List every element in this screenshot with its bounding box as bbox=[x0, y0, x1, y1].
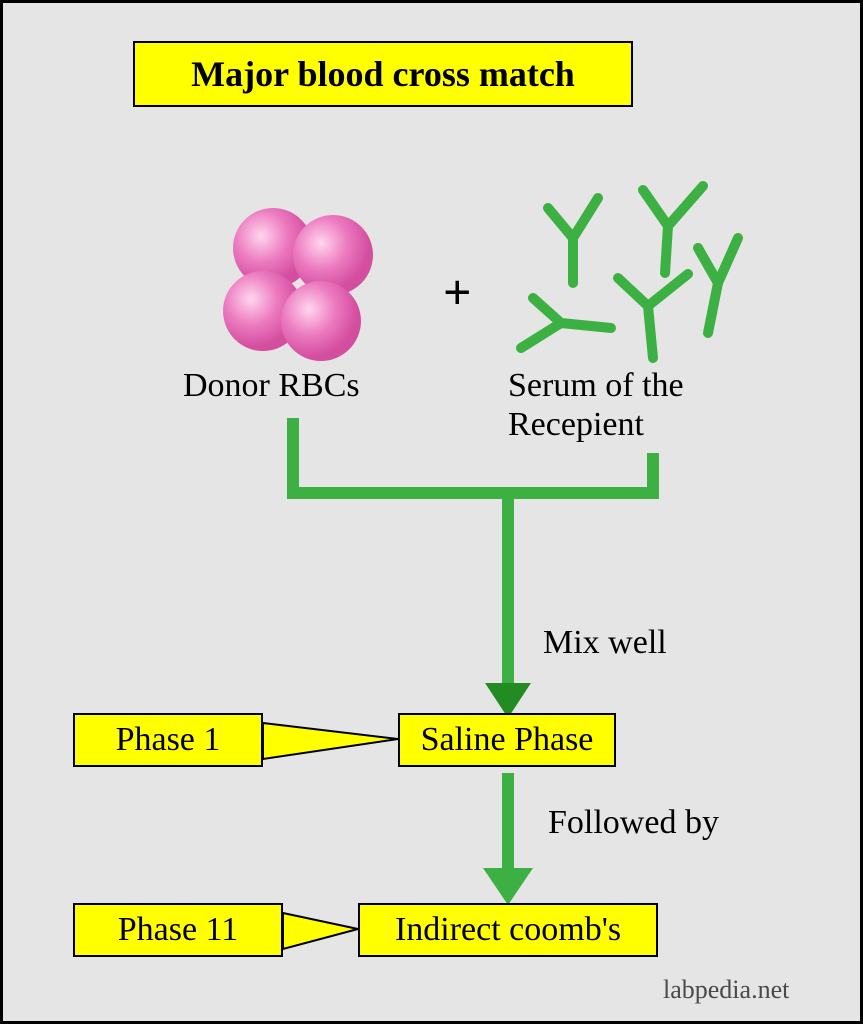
indirect-coombs-box: Indirect coomb's bbox=[358, 903, 658, 957]
diagram-canvas: Major blood cross match + bbox=[0, 0, 863, 1024]
watermark-text: labpedia.net bbox=[663, 975, 789, 1005]
phase2-callout-tail-icon bbox=[3, 3, 863, 1027]
